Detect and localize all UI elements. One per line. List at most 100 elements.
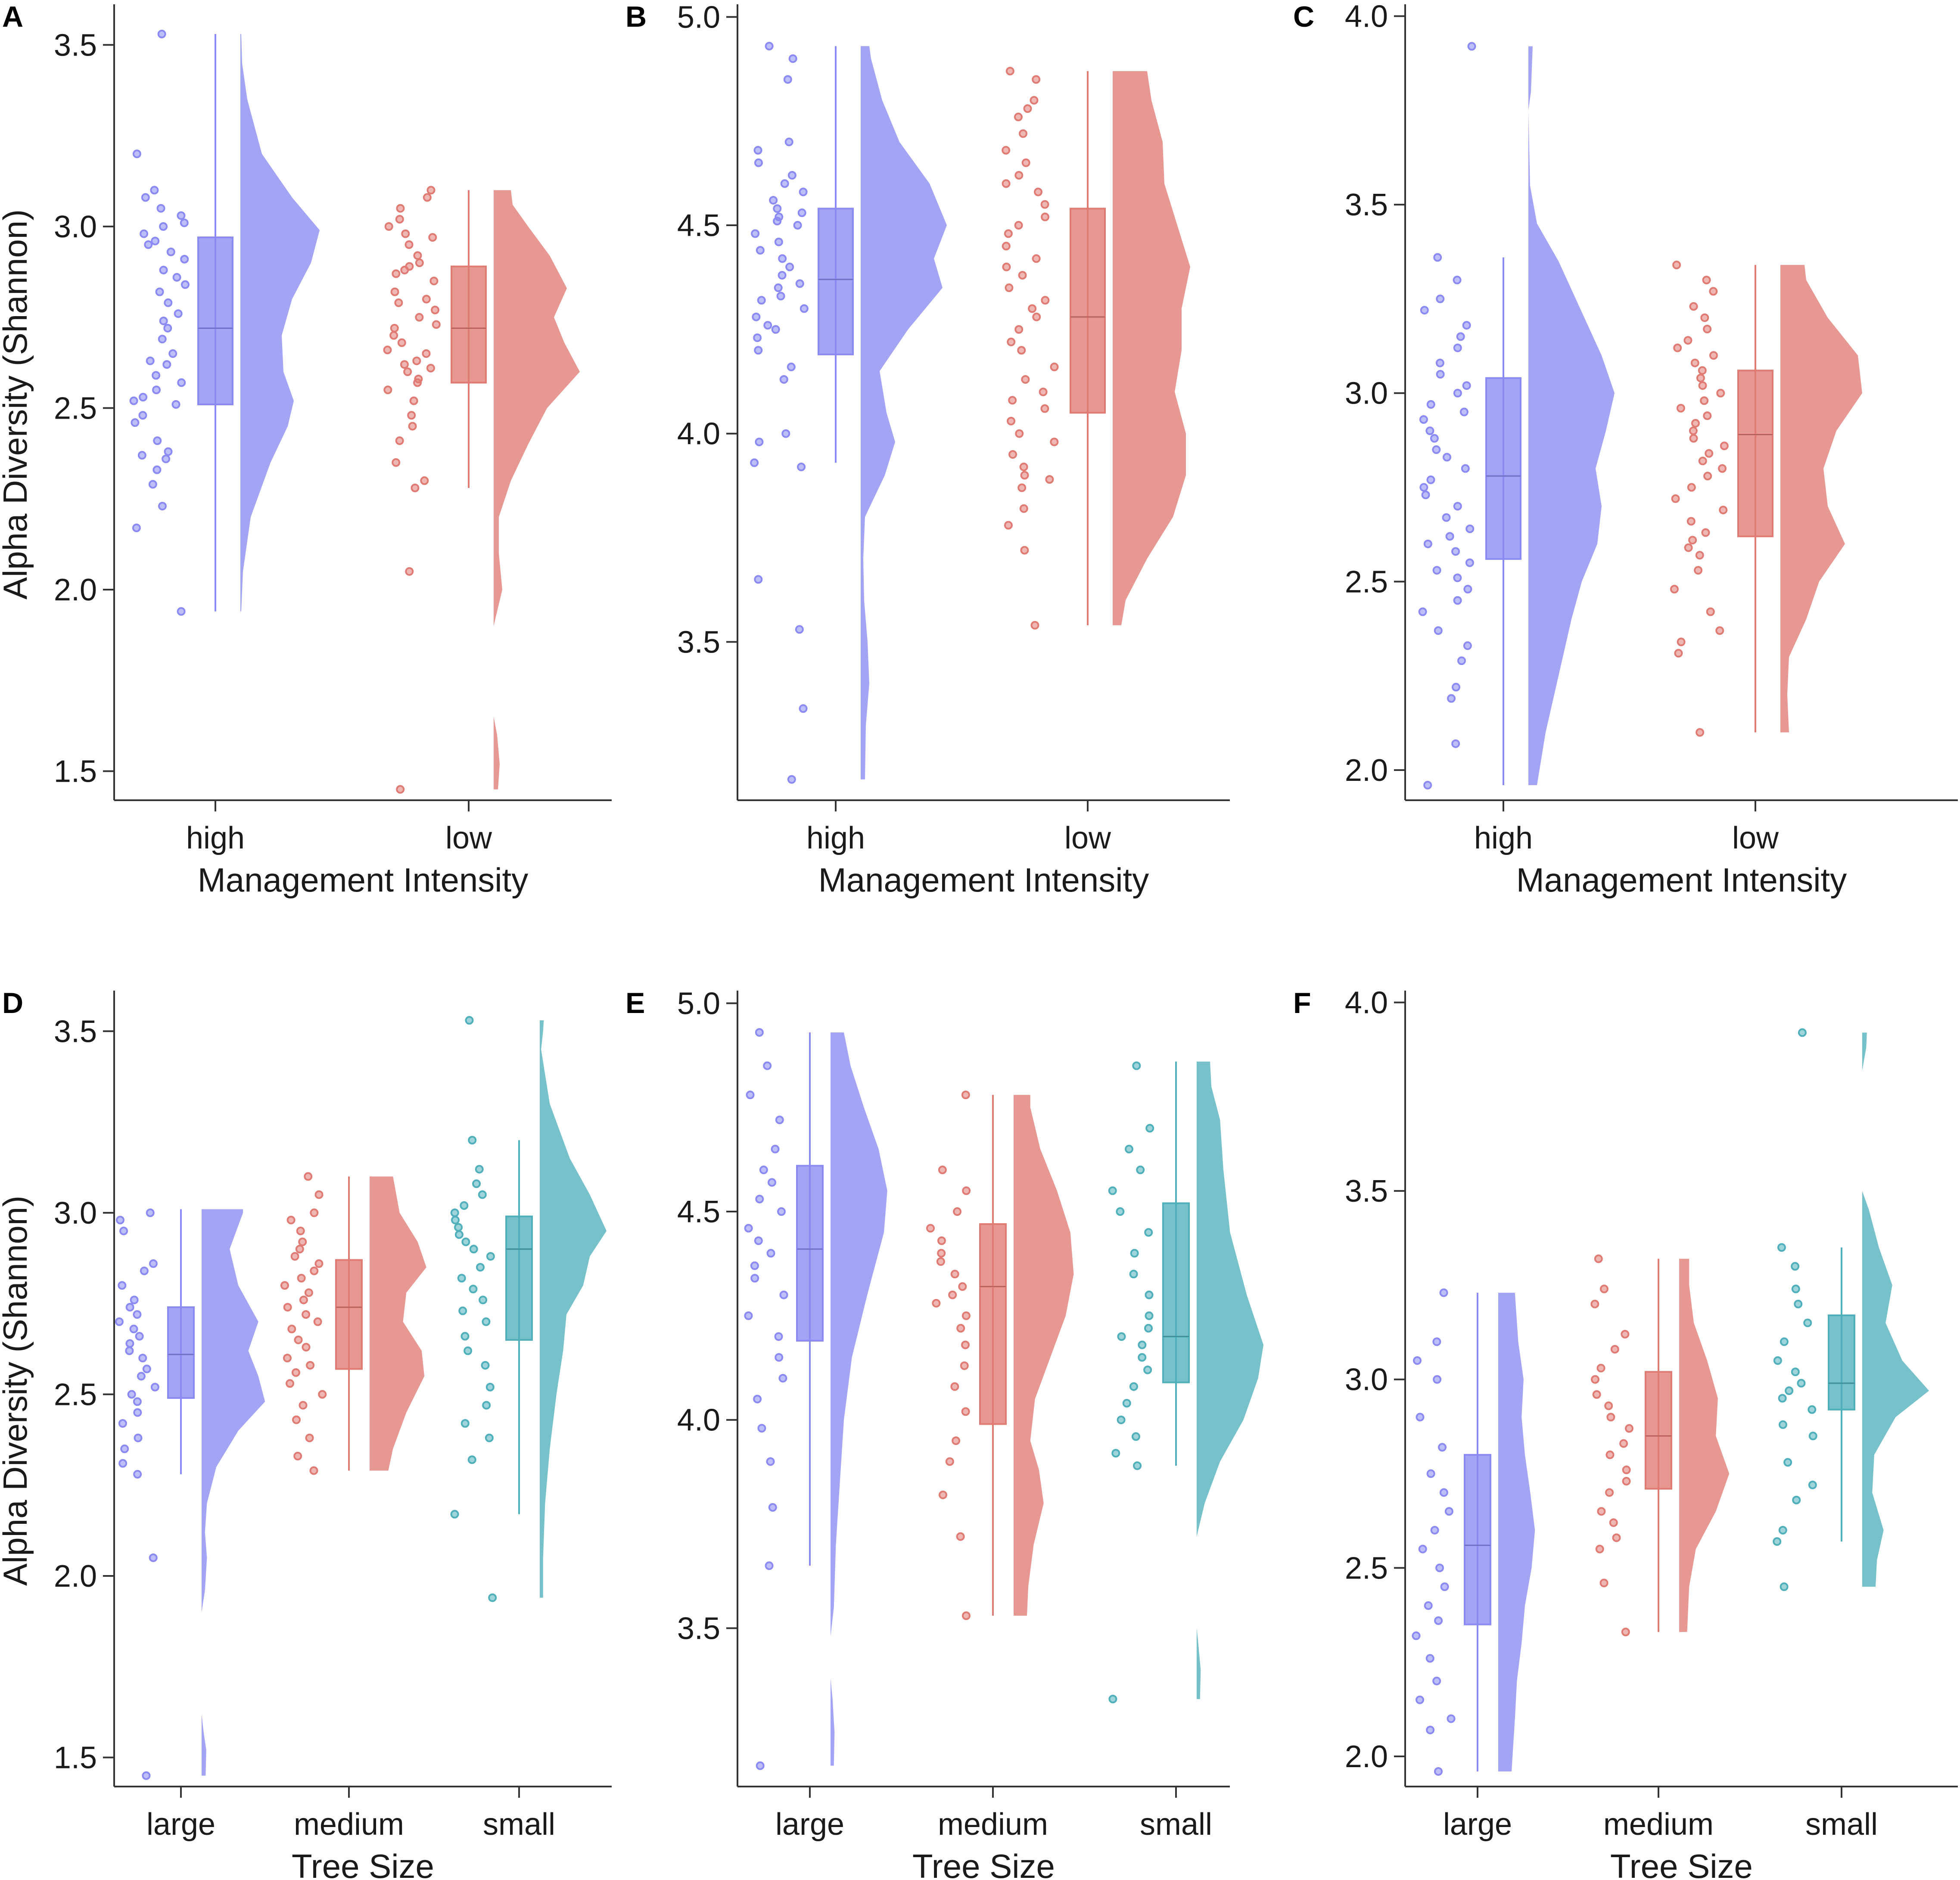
data-point xyxy=(476,1263,485,1272)
data-point xyxy=(460,1332,470,1341)
data-point xyxy=(1797,1379,1806,1388)
data-point xyxy=(390,323,399,332)
data-point xyxy=(750,1261,759,1270)
data-point xyxy=(1691,419,1700,428)
data-point xyxy=(180,280,190,289)
data-point xyxy=(774,283,783,292)
data-point xyxy=(1596,1364,1605,1373)
data-point xyxy=(1133,1461,1142,1470)
data-point xyxy=(299,1401,308,1410)
data-point xyxy=(1695,551,1704,560)
data-point xyxy=(423,193,432,202)
y-tick-label: 3.5 xyxy=(677,625,720,659)
data-point xyxy=(304,1172,313,1181)
data-point xyxy=(469,1284,478,1293)
data-point xyxy=(1443,453,1452,462)
x-tick-label: medium xyxy=(1603,1807,1714,1842)
data-point xyxy=(177,211,186,220)
data-point xyxy=(465,1016,474,1025)
data-point xyxy=(1145,1124,1154,1133)
data-point xyxy=(775,1116,784,1125)
data-point xyxy=(297,1274,306,1283)
y-axis-title: Alpha Diversity (Shannon) xyxy=(0,1196,34,1586)
data-point xyxy=(778,1373,787,1383)
data-point xyxy=(1780,1337,1789,1346)
data-point xyxy=(485,1383,495,1392)
y-tick-label: 3.0 xyxy=(54,210,97,244)
y-tick-label: 3.0 xyxy=(54,1196,97,1231)
data-point xyxy=(1720,441,1729,451)
box-iqr xyxy=(979,1223,1007,1425)
data-point xyxy=(405,567,414,576)
group-high: high xyxy=(129,30,320,855)
density-cloud xyxy=(1780,265,1862,733)
data-point xyxy=(1144,1228,1153,1237)
data-point xyxy=(1590,1299,1599,1308)
x-tick-label: high xyxy=(186,821,245,855)
data-point xyxy=(1002,179,1011,188)
data-point xyxy=(1125,1144,1134,1153)
data-point xyxy=(775,212,784,221)
data-point xyxy=(962,1186,971,1195)
data-point xyxy=(1021,158,1030,167)
data-point xyxy=(392,269,401,278)
data-point xyxy=(426,186,436,195)
data-point xyxy=(469,1245,478,1254)
data-point xyxy=(1686,517,1696,526)
data-point xyxy=(1700,396,1709,405)
data-point xyxy=(158,335,167,344)
data-point xyxy=(1117,1332,1126,1341)
group-large: large xyxy=(744,1028,887,1842)
data-point xyxy=(1791,1367,1800,1377)
box-iqr xyxy=(1162,1202,1190,1383)
data-point xyxy=(1684,543,1693,552)
data-point xyxy=(286,1215,296,1224)
data-point xyxy=(1690,358,1699,367)
data-point xyxy=(1420,306,1429,315)
data-point xyxy=(1138,1353,1147,1362)
data-point xyxy=(298,1237,307,1246)
data-point xyxy=(1424,1601,1433,1610)
group-small: small xyxy=(450,1016,607,1842)
box-iqr xyxy=(451,265,487,384)
data-point xyxy=(1605,1488,1614,1497)
group-medium: medium xyxy=(280,1172,426,1842)
data-point xyxy=(755,438,764,447)
data-point xyxy=(1423,780,1432,789)
data-point xyxy=(1004,521,1013,530)
x-tick-label: high xyxy=(806,821,865,855)
data-point xyxy=(415,313,424,322)
data-point xyxy=(137,1372,146,1381)
data-point xyxy=(1138,1340,1147,1349)
data-point xyxy=(395,215,404,224)
data-point xyxy=(1014,221,1023,230)
data-point xyxy=(754,158,763,167)
data-point xyxy=(125,1303,134,1312)
x-tick-label: medium xyxy=(938,1807,1048,1842)
data-point xyxy=(1778,1394,1787,1403)
data-point xyxy=(1145,1290,1154,1299)
data-point xyxy=(305,1433,314,1442)
y-tick-label: 3.0 xyxy=(1345,1363,1388,1397)
data-point xyxy=(1718,464,1727,473)
x-axis-title: Management Intensity xyxy=(198,861,528,899)
group-low: low xyxy=(1670,261,1862,855)
data-point xyxy=(159,317,168,326)
x-tick-label: large xyxy=(146,1807,215,1842)
y-tick-label: 3.0 xyxy=(1345,376,1388,411)
data-point xyxy=(1014,325,1024,334)
data-point xyxy=(1033,187,1042,196)
data-point xyxy=(422,349,431,358)
data-point xyxy=(1773,1356,1782,1365)
data-point xyxy=(753,1395,762,1404)
data-point xyxy=(454,1223,463,1232)
data-point xyxy=(800,304,809,313)
density-cloud xyxy=(540,1020,607,1598)
data-point xyxy=(778,254,787,263)
data-point xyxy=(1674,649,1683,658)
data-point xyxy=(405,262,414,271)
data-point xyxy=(1019,129,1028,138)
data-point xyxy=(174,309,183,318)
data-point xyxy=(1689,302,1698,311)
data-point xyxy=(296,1227,305,1236)
